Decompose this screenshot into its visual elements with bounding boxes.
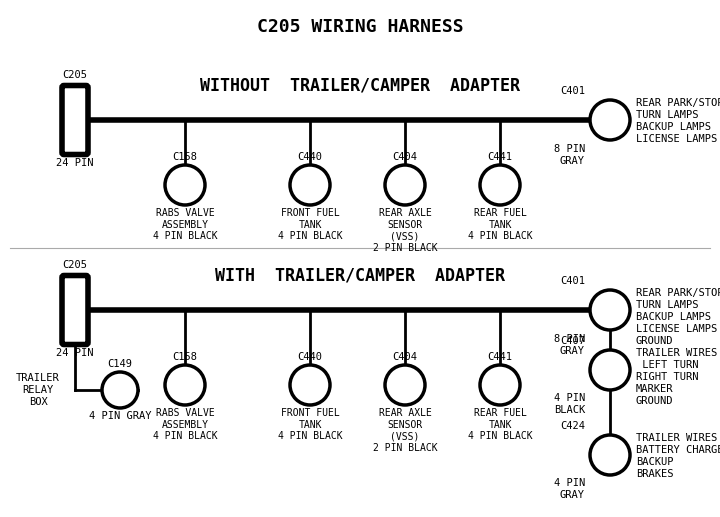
Circle shape xyxy=(590,290,630,330)
Text: C441: C441 xyxy=(487,152,513,162)
Circle shape xyxy=(290,365,330,405)
Text: REAR FUEL
TANK
4 PIN BLACK: REAR FUEL TANK 4 PIN BLACK xyxy=(468,208,532,241)
Text: C407: C407 xyxy=(560,336,585,346)
Circle shape xyxy=(290,165,330,205)
Text: 24 PIN: 24 PIN xyxy=(56,347,94,357)
Text: C404: C404 xyxy=(392,152,418,162)
Text: C404: C404 xyxy=(392,352,418,362)
Text: MARKER: MARKER xyxy=(636,384,673,394)
Text: REAR AXLE
SENSOR
(VSS)
2 PIN BLACK: REAR AXLE SENSOR (VSS) 2 PIN BLACK xyxy=(373,208,437,253)
Text: 8 PIN
GRAY: 8 PIN GRAY xyxy=(554,334,585,356)
Text: 4 PIN GRAY: 4 PIN GRAY xyxy=(89,411,151,421)
Text: BACKUP LAMPS: BACKUP LAMPS xyxy=(636,122,711,132)
Text: C205 WIRING HARNESS: C205 WIRING HARNESS xyxy=(257,18,463,36)
Text: 4 PIN
GRAY: 4 PIN GRAY xyxy=(554,478,585,499)
Text: LICENSE LAMPS: LICENSE LAMPS xyxy=(636,134,717,144)
FancyBboxPatch shape xyxy=(62,276,88,344)
Text: GROUND: GROUND xyxy=(636,396,673,406)
Text: TRAILER WIRES: TRAILER WIRES xyxy=(636,433,717,443)
Circle shape xyxy=(590,350,630,390)
Circle shape xyxy=(480,165,520,205)
Text: C205: C205 xyxy=(63,69,88,80)
Text: BACKUP LAMPS: BACKUP LAMPS xyxy=(636,312,711,322)
Text: RIGHT TURN: RIGHT TURN xyxy=(636,372,698,382)
Text: C205: C205 xyxy=(63,260,88,269)
Text: C158: C158 xyxy=(173,152,197,162)
FancyBboxPatch shape xyxy=(62,85,88,155)
Text: C441: C441 xyxy=(487,352,513,362)
Text: BACKUP: BACKUP xyxy=(636,457,673,467)
Text: 8 PIN
GRAY: 8 PIN GRAY xyxy=(554,144,585,165)
Circle shape xyxy=(590,100,630,140)
Circle shape xyxy=(480,365,520,405)
Text: TURN LAMPS: TURN LAMPS xyxy=(636,300,698,310)
Circle shape xyxy=(385,165,425,205)
Text: 4 PIN
BLACK: 4 PIN BLACK xyxy=(554,393,585,415)
Text: WITH  TRAILER/CAMPER  ADAPTER: WITH TRAILER/CAMPER ADAPTER xyxy=(215,266,505,284)
Text: RABS VALVE
ASSEMBLY
4 PIN BLACK: RABS VALVE ASSEMBLY 4 PIN BLACK xyxy=(153,408,217,441)
Text: C440: C440 xyxy=(297,152,323,162)
Text: FRONT FUEL
TANK
4 PIN BLACK: FRONT FUEL TANK 4 PIN BLACK xyxy=(278,208,342,241)
Text: REAR AXLE
SENSOR
(VSS)
2 PIN BLACK: REAR AXLE SENSOR (VSS) 2 PIN BLACK xyxy=(373,408,437,453)
Text: 24 PIN: 24 PIN xyxy=(56,158,94,168)
Text: C401: C401 xyxy=(560,86,585,96)
Text: LICENSE LAMPS: LICENSE LAMPS xyxy=(636,324,717,334)
Text: TURN LAMPS: TURN LAMPS xyxy=(636,110,698,120)
Text: BATTERY CHARGE: BATTERY CHARGE xyxy=(636,445,720,455)
Text: RABS VALVE
ASSEMBLY
4 PIN BLACK: RABS VALVE ASSEMBLY 4 PIN BLACK xyxy=(153,208,217,241)
Text: C401: C401 xyxy=(560,276,585,286)
Circle shape xyxy=(385,365,425,405)
Text: REAR FUEL
TANK
4 PIN BLACK: REAR FUEL TANK 4 PIN BLACK xyxy=(468,408,532,441)
Text: TRAILER
RELAY
BOX: TRAILER RELAY BOX xyxy=(16,373,60,406)
Text: LEFT TURN: LEFT TURN xyxy=(636,360,698,370)
Text: TRAILER WIRES: TRAILER WIRES xyxy=(636,348,717,358)
Circle shape xyxy=(165,165,205,205)
Text: C149: C149 xyxy=(107,359,132,369)
Text: WITHOUT  TRAILER/CAMPER  ADAPTER: WITHOUT TRAILER/CAMPER ADAPTER xyxy=(200,76,520,94)
Text: REAR PARK/STOP: REAR PARK/STOP xyxy=(636,98,720,108)
Circle shape xyxy=(102,372,138,408)
Text: GROUND: GROUND xyxy=(636,336,673,346)
Text: C440: C440 xyxy=(297,352,323,362)
Text: C424: C424 xyxy=(560,421,585,431)
Text: BRAKES: BRAKES xyxy=(636,469,673,479)
Circle shape xyxy=(165,365,205,405)
Text: C158: C158 xyxy=(173,352,197,362)
Text: FRONT FUEL
TANK
4 PIN BLACK: FRONT FUEL TANK 4 PIN BLACK xyxy=(278,408,342,441)
Circle shape xyxy=(590,435,630,475)
Text: REAR PARK/STOP: REAR PARK/STOP xyxy=(636,288,720,298)
